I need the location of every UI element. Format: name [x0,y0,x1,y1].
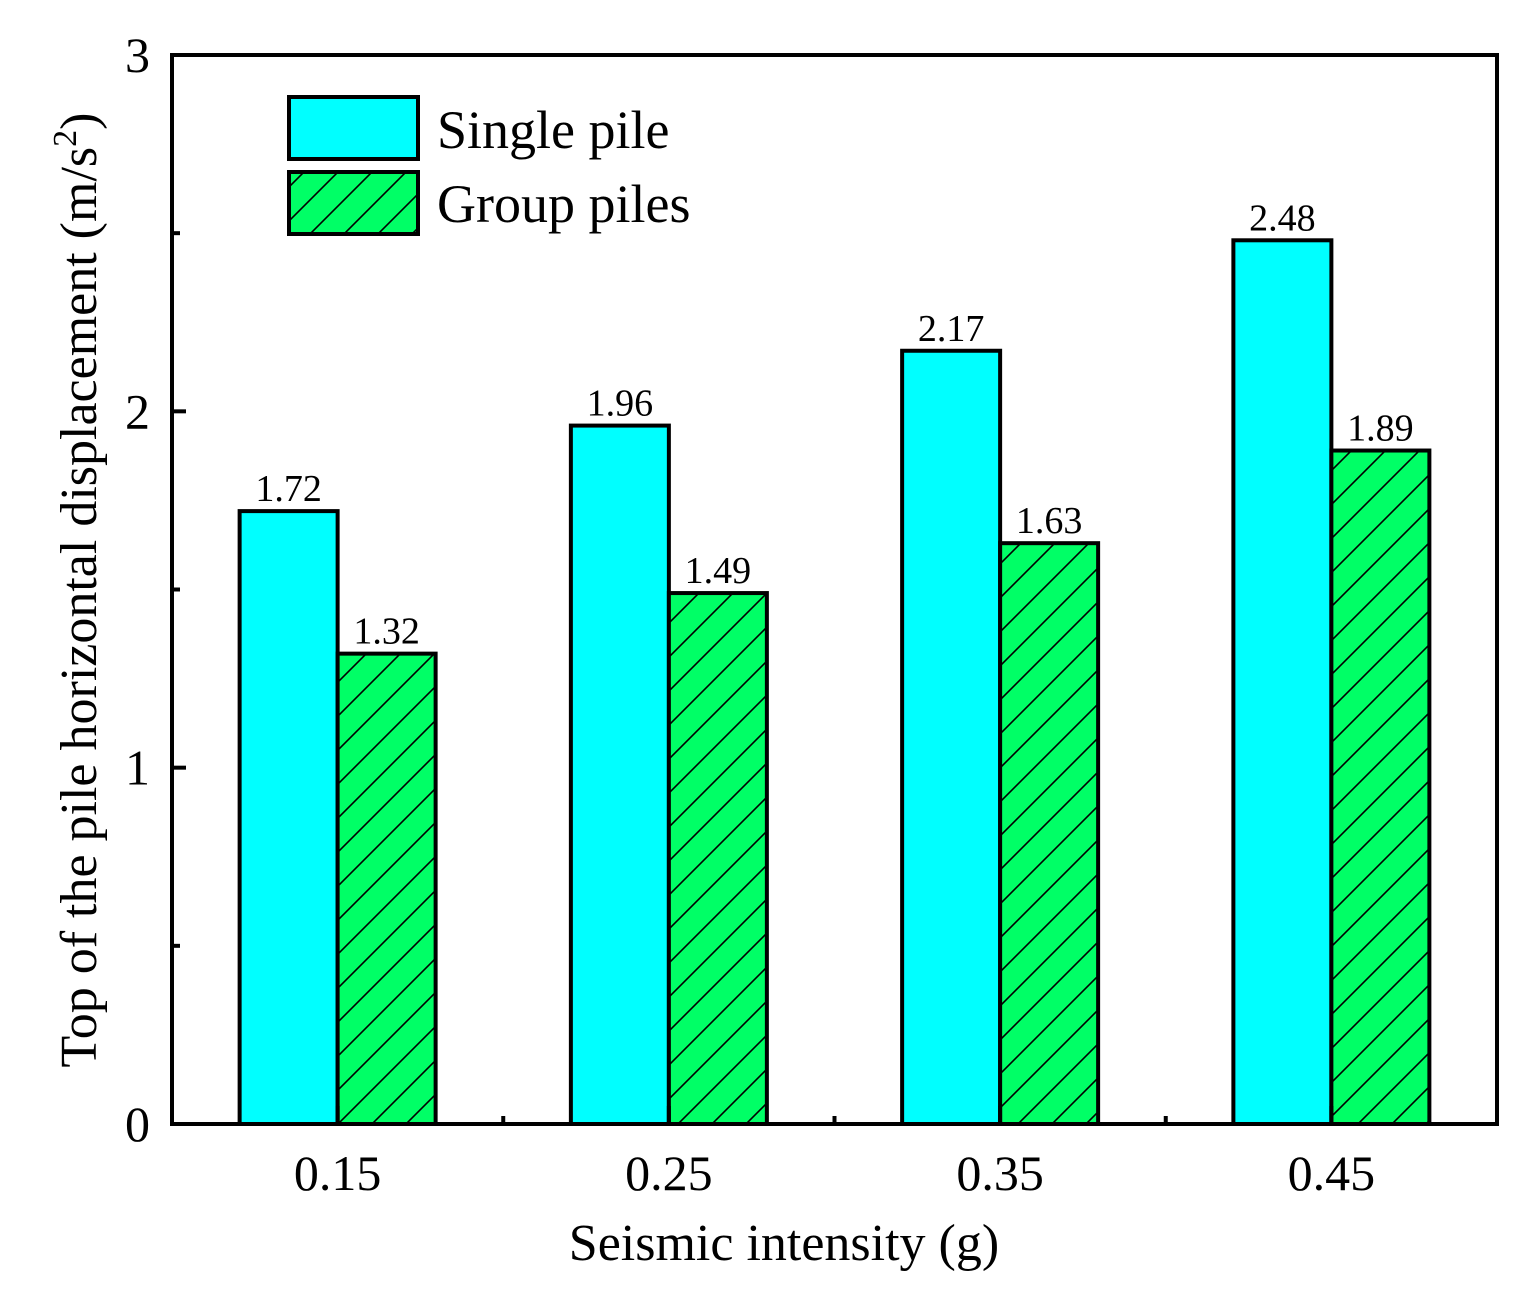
data-label-single-pile-0.25: 1.96 [587,383,654,425]
bars-layer [237,238,1432,1126]
y-tick-label-3: 3 [125,27,150,83]
data-label-group-piles-0.45: 1.89 [1347,408,1414,450]
y-axis-title: Top of the pile horizontal displacement … [47,113,108,1068]
x-axis-title: Seismic intensity (g) [569,1215,999,1272]
data-labels-layer: 1.72 1.32 1.96 1.49 2.17 1.63 2.48 1.89 [255,197,1413,652]
legend: Single pile Group piles [287,95,690,236]
legend-swatch-single-pile [287,95,420,161]
legend-label-single-pile: Single pile [437,100,669,160]
legend-label-group-piles: Group piles [437,174,690,234]
bar-group-piles-0.45 [1329,448,1432,1126]
y-tick-label-2: 2 [125,383,150,439]
y-axis-title-main: Top of the pile horizontal displacement … [51,147,108,1068]
data-label-group-piles-0.15: 1.32 [353,611,420,653]
bar-single-pile-0.35 [900,348,1003,1126]
x-tick-label-0.15: 0.15 [294,1145,382,1201]
x-tick-label-0.45: 0.45 [1288,1145,1376,1201]
bar-single-pile-0.25 [568,423,671,1126]
data-label-group-piles-0.35: 1.63 [1016,500,1083,542]
y-axis-title-superscript: 2 [47,130,84,147]
bar-group-piles-0.25 [666,591,769,1126]
bar-single-pile-0.45 [1231,238,1334,1126]
y-tick-label-1: 1 [125,740,150,796]
x-tick-label-0.35: 0.35 [956,1145,1044,1201]
y-axis-title-close: ) [51,113,108,130]
y-tick-label-0: 0 [125,1096,150,1152]
x-tick-label-0.25: 0.25 [625,1145,713,1201]
data-label-group-piles-0.25: 1.49 [685,550,752,592]
legend-swatch-group-piles [287,170,420,236]
data-label-single-pile-0.15: 1.72 [255,468,322,510]
bar-group-piles-0.15 [335,651,438,1126]
data-label-single-pile-0.35: 2.17 [918,308,985,350]
tick-labels-layer: 0.15 0.25 0.35 0.45 0 1 2 3 [125,27,1375,1201]
data-label-single-pile-0.45: 2.48 [1249,197,1316,239]
bar-single-pile-0.15 [237,509,340,1126]
ticks-layer [172,53,1334,1126]
bar-group-piles-0.35 [998,541,1101,1126]
